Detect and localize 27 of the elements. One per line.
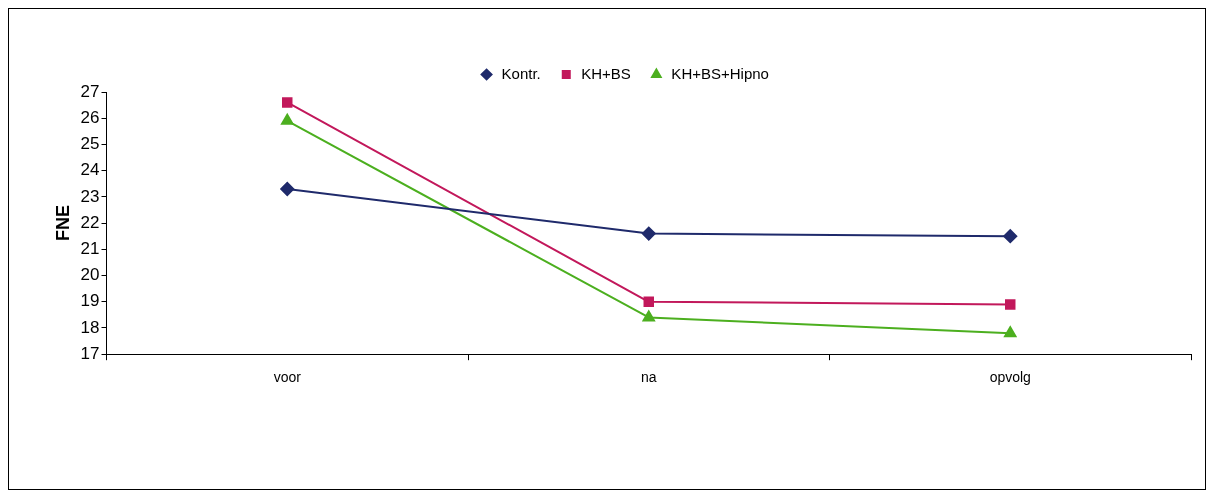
- legend-label: KH+BS: [581, 64, 631, 82]
- y-tick-label: 26: [80, 107, 100, 127]
- point: [641, 226, 656, 241]
- y-tick-label: 24: [80, 160, 100, 180]
- y-tick-label: 17: [80, 343, 100, 363]
- point: [642, 310, 655, 322]
- x-tick-label: opvolg: [989, 369, 1031, 386]
- point: [1004, 326, 1017, 338]
- point: [280, 182, 295, 197]
- y-tick-label: 22: [80, 212, 100, 232]
- point: [1005, 299, 1016, 310]
- legend-label: KH+BS+Hipno: [671, 64, 769, 82]
- y-tick-label: 20: [80, 265, 100, 285]
- y-tick-label: 25: [80, 134, 100, 154]
- y-tick-label: 23: [80, 186, 100, 206]
- point: [1003, 229, 1018, 244]
- x-tick-label: voor: [273, 369, 302, 386]
- y-axis-title: FNE: [52, 205, 73, 242]
- point: [282, 97, 293, 108]
- point: [281, 113, 294, 125]
- x-tick-label: na: [640, 369, 657, 386]
- legend-label: Kontr.: [501, 64, 541, 82]
- y-tick-label: 19: [80, 291, 100, 311]
- y-tick-label: 27: [80, 81, 100, 101]
- point: [643, 296, 654, 307]
- y-tick-label: 18: [80, 317, 100, 337]
- y-tick-label: 21: [80, 239, 100, 259]
